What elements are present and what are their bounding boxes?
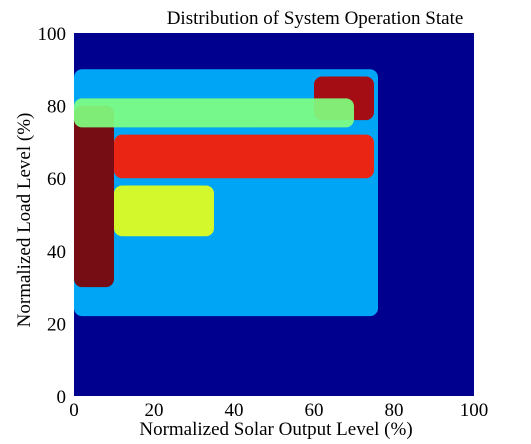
y-tick-label: 40 — [47, 242, 66, 263]
x-tick-label: 80 — [385, 400, 404, 421]
y-axis-label: Normalized Load Level (%) — [14, 113, 35, 328]
density-region-1 — [74, 105, 114, 288]
x-tick-label: 60 — [305, 400, 324, 421]
y-axis-ticks: 0 20 40 60 80 100 — [38, 24, 67, 408]
y-tick-label: 100 — [38, 24, 67, 45]
y-tick-label: 20 — [47, 314, 66, 335]
density-region-3 — [114, 185, 214, 237]
y-tick-label: 0 — [57, 387, 67, 408]
x-tick-label: 100 — [460, 400, 489, 421]
x-axis-label: Normalized Solar Output Level (%) — [139, 419, 412, 440]
density-region-5 — [74, 98, 354, 128]
chart-title: Distribution of System Operation State — [167, 8, 464, 29]
plot-area — [74, 33, 474, 396]
x-tick-label: 20 — [145, 400, 164, 421]
x-axis-ticks: 0 20 40 60 80 100 — [69, 400, 488, 421]
y-tick-label: 60 — [47, 169, 66, 190]
x-tick-label: 40 — [225, 400, 244, 421]
density-region-0 — [74, 69, 378, 317]
x-tick-label: 0 — [69, 400, 79, 421]
density-region-2 — [114, 134, 374, 179]
y-tick-label: 80 — [47, 97, 66, 118]
